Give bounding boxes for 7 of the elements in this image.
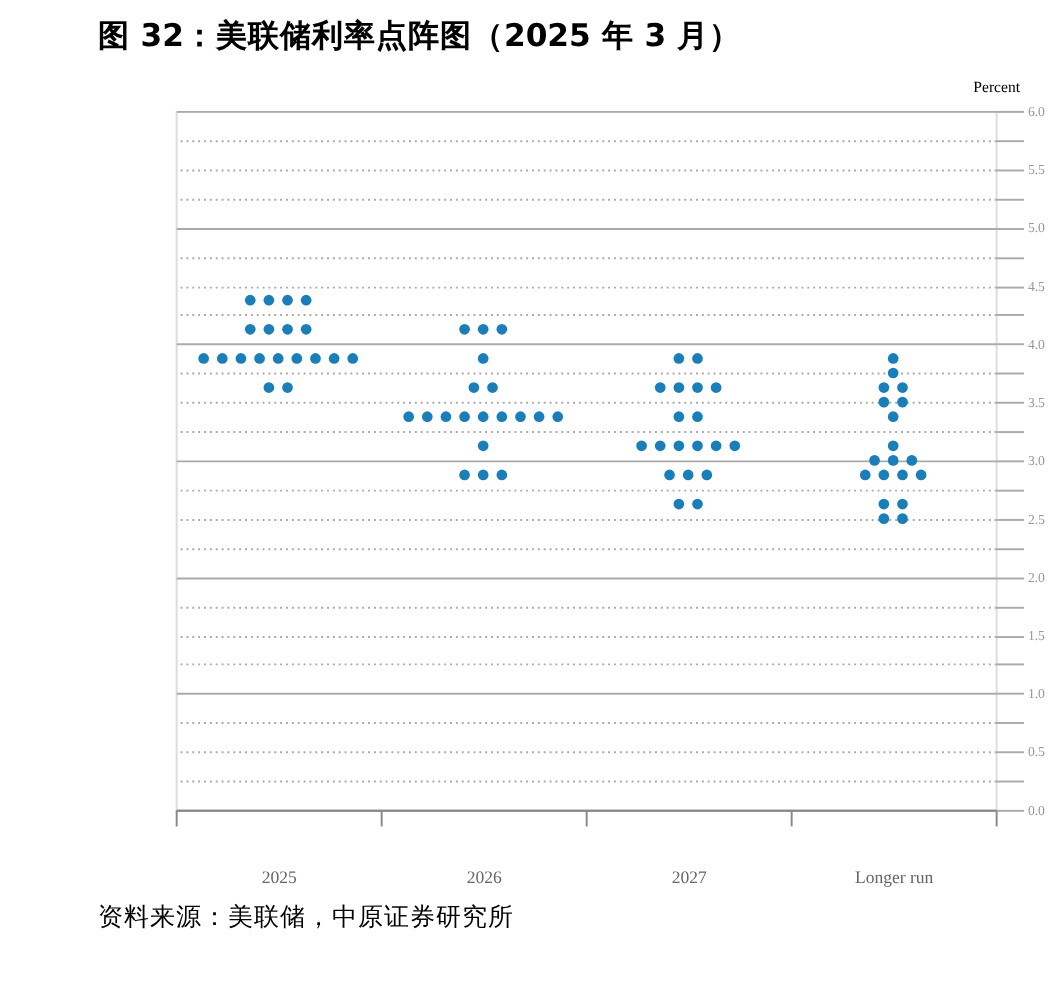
- x-tick-label: 2026: [466, 867, 503, 888]
- x-tick-label: Longer run: [854, 867, 935, 888]
- text: 资料来源：美联储，中原证券研究所: [97, 901, 514, 932]
- x-tick-label: 2027: [671, 867, 708, 888]
- chart-title: 图 32：美联储利率点阵图（2025 年 3 月）: [97, 16, 742, 55]
- x-tick-label: 2025: [261, 867, 298, 888]
- y-axis-title: Percent: [973, 78, 1022, 97]
